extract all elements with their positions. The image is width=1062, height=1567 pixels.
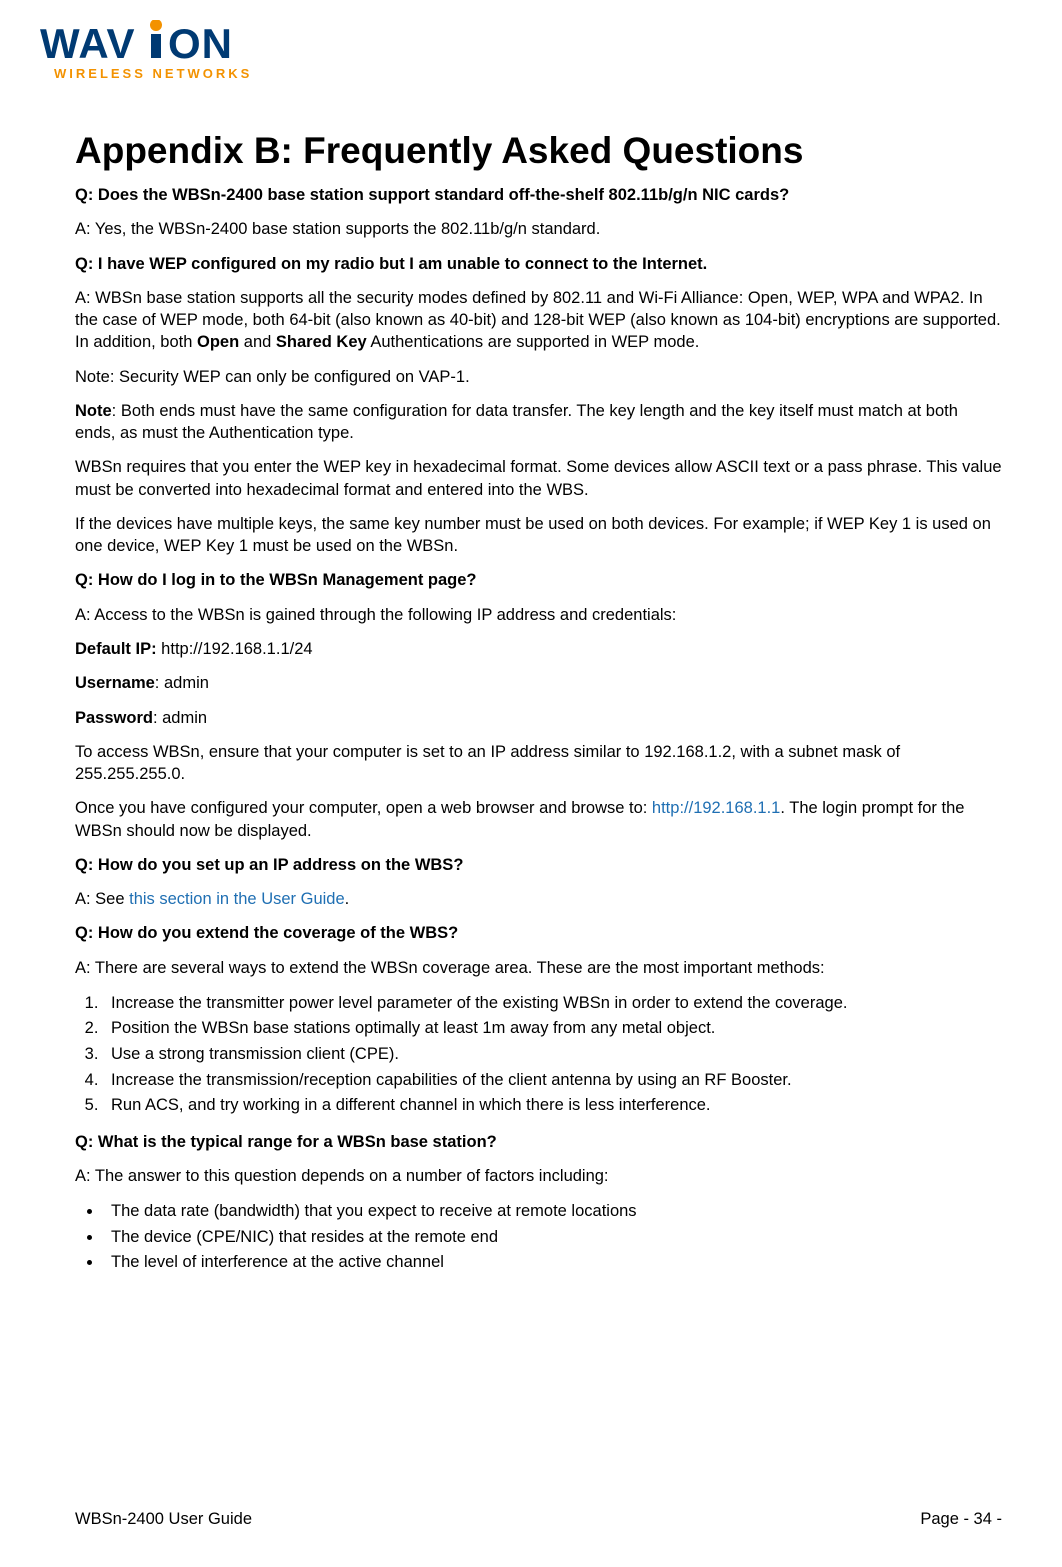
faq-a6-intro: A: The answer to this question depends o… [75, 1165, 1002, 1187]
list-item: Increase the transmission/reception capa… [103, 1068, 1002, 1094]
text: Authentications are supported in WEP mod… [367, 333, 700, 351]
faq-q3: Q: How do I log in to the WBSn Managemen… [75, 569, 1002, 591]
faq-a3-username: Username: admin [75, 672, 1002, 694]
svg-text:WAV: WAV [40, 20, 136, 67]
footer-doc-title: WBSn-2400 User Guide [75, 1510, 252, 1529]
list-item: Increase the transmitter power level par… [103, 991, 1002, 1017]
user-guide-section-link[interactable]: this section in the User Guide [129, 890, 345, 908]
login-url-link[interactable]: http://192.168.1.1 [652, 799, 780, 817]
faq-q1: Q: Does the WBSn-2400 base station suppo… [75, 184, 1002, 206]
bold-open: Open [197, 333, 239, 351]
default-ip-label: Default IP: [75, 640, 157, 658]
faq-a3-password: Password: admin [75, 707, 1002, 729]
text: and [239, 333, 276, 351]
logo: WAV ON WIRELESS NETWORKS [40, 20, 1002, 90]
list-item: The data rate (bandwidth) that you expec… [103, 1199, 1002, 1225]
logo-subtitle: WIRELESS NETWORKS [54, 66, 252, 81]
bold-shared-key: Shared Key [276, 333, 367, 351]
faq-a2-p3: WBSn requires that you enter the WEP key… [75, 456, 1002, 501]
username-value: : admin [155, 674, 209, 692]
text: : Both ends must have the same configura… [75, 402, 958, 442]
note-label: Note [75, 402, 112, 420]
faq-q6: Q: What is the typical range for a WBSn … [75, 1131, 1002, 1153]
faq-a3-subnet: To access WBSn, ensure that your compute… [75, 741, 1002, 786]
faq-a6-list: The data rate (bandwidth) that you expec… [75, 1199, 1002, 1276]
faq-a2-note1: Note: Security WEP can only be configure… [75, 366, 1002, 388]
list-item: Use a strong transmission client (CPE). [103, 1042, 1002, 1068]
page-title: Appendix B: Frequently Asked Questions [75, 130, 1002, 172]
password-label: Password [75, 709, 153, 727]
page-footer: WBSn-2400 User Guide Page - 34 - [75, 1510, 1002, 1529]
text: A: See [75, 890, 129, 908]
text: Once you have configured your computer, … [75, 799, 652, 817]
faq-q2: Q: I have WEP configured on my radio but… [75, 253, 1002, 275]
faq-q5: Q: How do you extend the coverage of the… [75, 922, 1002, 944]
faq-a2-p4: If the devices have multiple keys, the s… [75, 513, 1002, 558]
faq-a5-intro: A: There are several ways to extend the … [75, 957, 1002, 979]
password-value: : admin [153, 709, 207, 727]
faq-a3-browse: Once you have configured your computer, … [75, 797, 1002, 842]
svg-text:ON: ON [168, 20, 233, 67]
faq-a5-list: Increase the transmitter power level par… [75, 991, 1002, 1119]
faq-a4: A: See this section in the User Guide. [75, 888, 1002, 910]
faq-q4: Q: How do you set up an IP address on th… [75, 854, 1002, 876]
list-item: The device (CPE/NIC) that resides at the… [103, 1225, 1002, 1251]
username-label: Username [75, 674, 155, 692]
list-item: The level of interference at the active … [103, 1250, 1002, 1276]
list-item: Position the WBSn base stations optimall… [103, 1016, 1002, 1042]
faq-a3-intro: A: Access to the WBSn is gained through … [75, 604, 1002, 626]
faq-a3-ip: Default IP: http://192.168.1.1/24 [75, 638, 1002, 660]
faq-a1: A: Yes, the WBSn-2400 base station suppo… [75, 218, 1002, 240]
wavion-logo-svg: WAV ON WIRELESS NETWORKS [40, 20, 300, 90]
faq-a2-p1: A: WBSn base station supports all the se… [75, 287, 1002, 354]
footer-page-number: Page - 34 - [920, 1510, 1002, 1529]
faq-a2-note2: Note: Both ends must have the same confi… [75, 400, 1002, 445]
default-ip-value: http://192.168.1.1/24 [157, 640, 313, 658]
text: . [345, 890, 350, 908]
list-item: Run ACS, and try working in a different … [103, 1093, 1002, 1119]
